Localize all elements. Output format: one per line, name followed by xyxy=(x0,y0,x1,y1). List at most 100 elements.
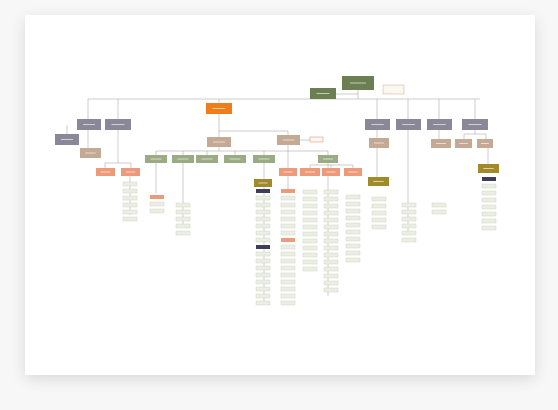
node-text xyxy=(348,171,358,173)
leaf-node xyxy=(280,293,296,299)
leaf-node xyxy=(255,300,271,306)
node-text xyxy=(213,141,225,143)
leaf-node xyxy=(302,245,318,251)
leaf-node xyxy=(255,216,271,222)
leaf-node xyxy=(401,209,417,215)
node-text xyxy=(468,124,482,125)
leaf-node xyxy=(175,223,191,229)
leaf-node xyxy=(481,190,497,196)
leaf-node xyxy=(302,266,318,272)
leaf-node xyxy=(401,202,417,208)
leaf-node xyxy=(345,215,361,221)
leaf-node xyxy=(280,251,296,257)
leaf-node xyxy=(175,216,191,222)
node-text xyxy=(316,93,330,94)
leaf-node xyxy=(323,287,339,293)
leaf-node xyxy=(280,258,296,264)
leaf-node xyxy=(323,280,339,286)
leaf-node xyxy=(280,209,296,215)
node-text xyxy=(125,171,136,173)
node-text xyxy=(282,139,295,141)
leaf-node xyxy=(401,237,417,243)
leaf-node xyxy=(255,265,271,271)
node-text xyxy=(83,124,95,125)
leaf-node xyxy=(280,279,296,285)
leaf-node xyxy=(255,202,271,208)
leaf-node xyxy=(302,210,318,216)
leaf-node xyxy=(345,208,361,214)
node-text xyxy=(402,124,415,125)
leaf-node xyxy=(431,209,447,215)
node-text xyxy=(283,171,293,173)
leaf-node xyxy=(323,210,339,216)
leaf-node xyxy=(345,236,361,242)
leaf-node xyxy=(401,230,417,236)
leaf-node xyxy=(401,223,417,229)
leaf-node xyxy=(345,201,361,207)
node-text xyxy=(388,89,399,90)
leaf-node xyxy=(323,196,339,202)
leaf-node xyxy=(175,202,191,208)
leaf-node xyxy=(122,202,138,208)
leaf-node xyxy=(323,273,339,279)
leaf-node xyxy=(481,183,497,189)
node-text xyxy=(433,124,446,125)
leaf-node xyxy=(371,217,387,223)
node-text xyxy=(323,158,333,160)
leaf-node xyxy=(323,189,339,195)
leaf-node xyxy=(302,259,318,265)
node-text xyxy=(436,143,446,144)
leaf-node xyxy=(255,279,271,285)
leaf-node xyxy=(323,266,339,272)
leaf-node xyxy=(323,245,339,251)
leaf-node xyxy=(255,195,271,201)
leaf-node xyxy=(122,181,138,187)
node-text xyxy=(100,171,111,173)
node-text xyxy=(258,158,270,160)
node-text xyxy=(350,82,366,84)
leaf-node xyxy=(302,203,318,209)
leaf-node xyxy=(122,216,138,222)
leaf-node xyxy=(280,195,296,201)
leaf-node xyxy=(345,229,361,235)
leaf-node xyxy=(323,217,339,223)
leaf-node xyxy=(255,223,271,229)
leaf-node xyxy=(255,293,271,299)
node-text xyxy=(483,168,494,169)
leaf-node xyxy=(345,243,361,249)
leaf-node xyxy=(302,231,318,237)
leaf-node xyxy=(281,189,295,193)
leaf-node xyxy=(280,265,296,271)
node-text xyxy=(229,158,241,160)
leaf-node xyxy=(323,238,339,244)
leaf-node xyxy=(371,224,387,230)
node-text xyxy=(305,171,315,173)
leaf-node xyxy=(280,272,296,278)
leaf-node xyxy=(345,257,361,263)
node-text xyxy=(212,108,226,109)
leaf-node xyxy=(280,300,296,306)
leaf-node xyxy=(280,202,296,208)
node-text xyxy=(150,158,162,160)
leaf-node xyxy=(482,177,496,181)
leaf-node xyxy=(302,224,318,230)
leaf-node xyxy=(481,197,497,203)
leaf-node xyxy=(255,251,271,257)
leaf-node xyxy=(302,252,318,258)
canvas-card xyxy=(25,15,535,375)
leaf-node xyxy=(280,244,296,250)
leaf-node xyxy=(323,252,339,258)
leaf-node xyxy=(149,208,165,214)
leaf-node xyxy=(255,272,271,278)
node-text xyxy=(371,124,384,125)
leaf-node xyxy=(149,201,165,207)
leaf-node xyxy=(401,216,417,222)
node-text xyxy=(326,171,336,173)
leaf-node xyxy=(255,209,271,215)
node-text xyxy=(313,139,320,140)
leaf-node xyxy=(323,231,339,237)
node-text xyxy=(61,139,73,140)
leaf-node xyxy=(255,258,271,264)
